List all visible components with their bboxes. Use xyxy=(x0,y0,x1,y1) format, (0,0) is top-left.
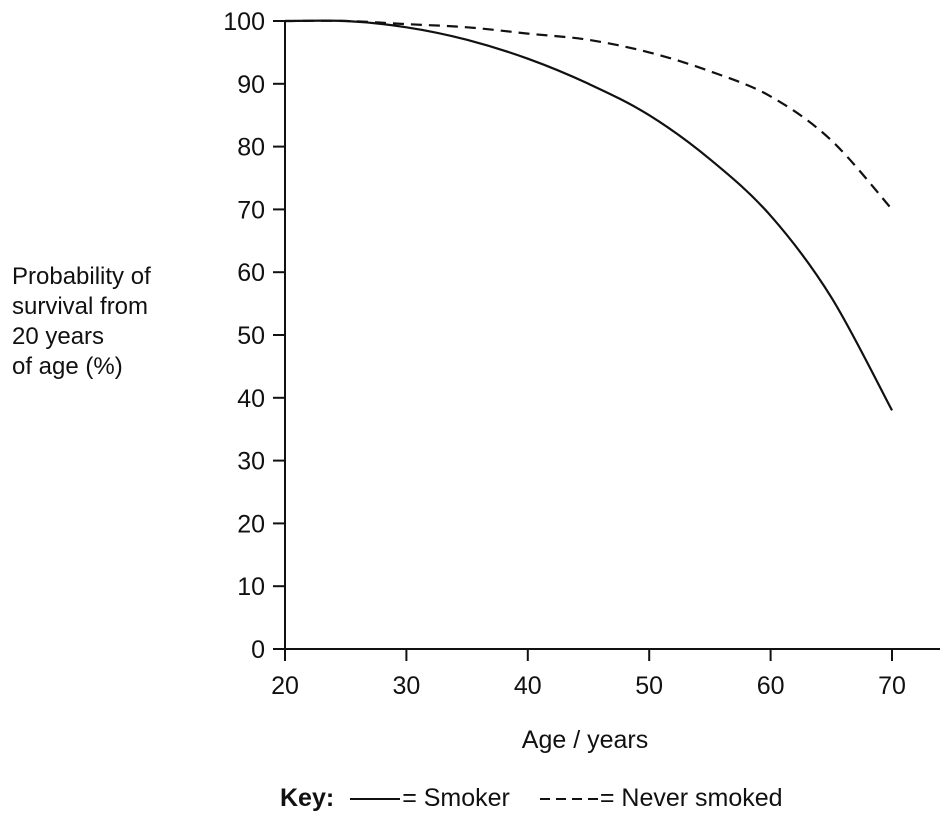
legend-solid-line-icon xyxy=(350,797,401,800)
legend-dashed-line-icon xyxy=(539,797,598,800)
y-tick-label: 40 xyxy=(237,385,265,413)
x-tick-label: 20 xyxy=(271,672,299,700)
x-axis-label: Age / years xyxy=(522,726,648,754)
y-axis-label-line: of age (%) xyxy=(12,353,123,380)
y-axis-label-line: survival from xyxy=(12,293,149,320)
series-line-never-smoked xyxy=(284,19,893,211)
y-tick-label: 80 xyxy=(237,134,265,162)
x-tick-label: 60 xyxy=(757,672,785,700)
x-tick-label: 40 xyxy=(514,672,542,700)
y-tick-label: 30 xyxy=(237,448,265,476)
x-ticks: 20 30 40 50 60 70 xyxy=(271,649,906,700)
y-axis-label: Probability of survival from 20 years of… xyxy=(12,262,151,382)
x-tick-label: 30 xyxy=(392,672,420,700)
legend-title: Key: xyxy=(280,784,335,812)
x-tick-label: 70 xyxy=(878,672,906,700)
y-axis-label-line: 20 years xyxy=(12,323,105,350)
y-ticks: 0 10 20 30 40 50 60 70 80 90 100 xyxy=(223,8,285,664)
axes xyxy=(284,21,940,650)
y-tick-label: 10 xyxy=(237,573,265,601)
y-tick-label: 90 xyxy=(237,71,265,99)
legend: Key: = Smoker = Never smoked xyxy=(280,784,813,813)
legend-never-smoked-label: = Never smoked xyxy=(599,784,783,812)
legend-smoker-label: = Smoker xyxy=(402,784,510,812)
y-tick-label: 20 xyxy=(237,510,265,538)
y-tick-label: 100 xyxy=(223,8,265,36)
series-line-smoker xyxy=(284,19,893,411)
y-tick-label: 60 xyxy=(237,259,265,287)
y-tick-label: 0 xyxy=(251,636,265,664)
series-lines xyxy=(284,19,893,411)
x-tick-label: 50 xyxy=(635,672,663,700)
y-axis-label-line: Probability of xyxy=(12,263,151,290)
y-tick-label: 70 xyxy=(237,196,265,224)
y-tick-label: 50 xyxy=(237,322,265,350)
